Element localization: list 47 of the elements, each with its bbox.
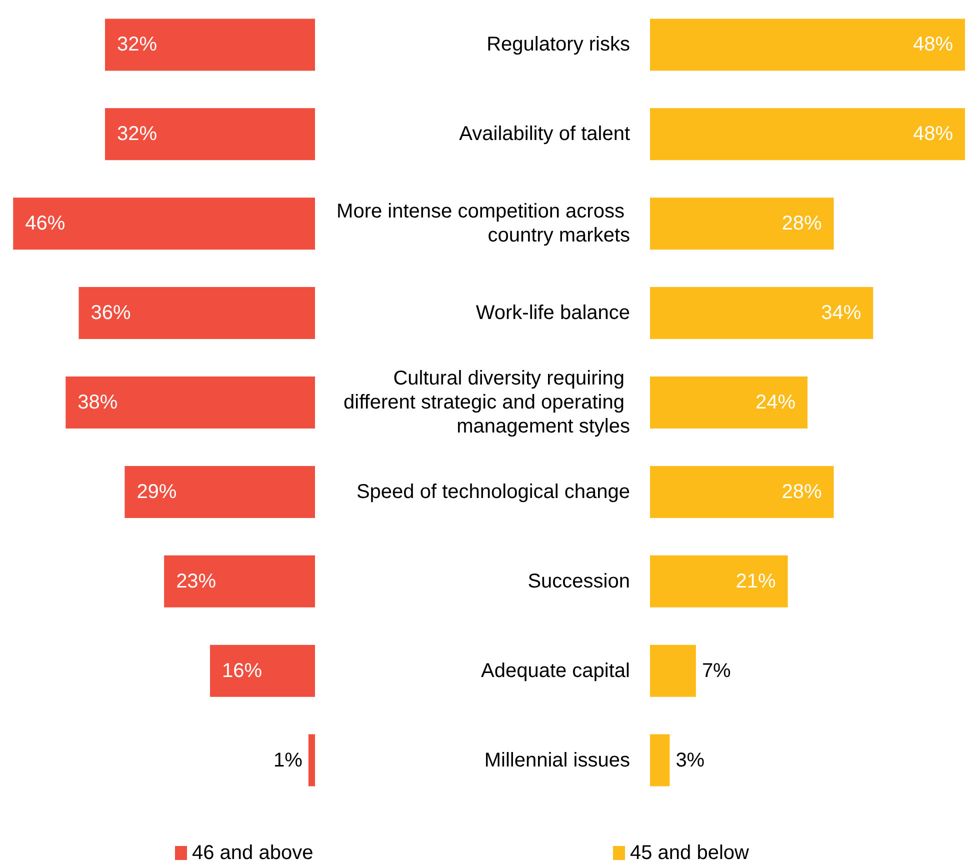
data-label: 29% xyxy=(136,480,177,503)
legend-label: 46 and above xyxy=(192,842,314,864)
bar xyxy=(210,644,315,697)
data-label: 48% xyxy=(912,123,954,146)
y-tick-label: Succession xyxy=(528,570,630,592)
bar xyxy=(650,287,874,340)
y-tick-label: Adequate capital xyxy=(480,660,630,682)
bar xyxy=(105,18,315,71)
data-label: 24% xyxy=(755,392,796,414)
bar xyxy=(650,555,788,608)
data-label: 32% xyxy=(117,123,158,146)
data-label: 34% xyxy=(821,302,862,324)
data-label: 36% xyxy=(90,302,131,324)
bar xyxy=(650,198,834,250)
legend-label: 45 and below xyxy=(630,842,750,864)
y-tick-label: Regulatory risks xyxy=(486,34,630,56)
bar xyxy=(66,376,315,428)
bar xyxy=(124,466,315,518)
y-tick-label: Speed of technological change xyxy=(356,480,630,503)
bar xyxy=(78,287,315,340)
data-label: 48% xyxy=(912,34,954,56)
data-label: 32% xyxy=(117,34,158,56)
bar xyxy=(650,108,965,160)
y-tick-label: Availability of talent xyxy=(459,123,630,146)
y-tick-label: More intense competition across country markets xyxy=(336,200,630,247)
data-label: 3% xyxy=(676,749,705,772)
data-label: 28% xyxy=(782,480,822,503)
bar xyxy=(650,466,834,518)
y-tick-label: Work-life balance xyxy=(476,302,630,324)
bar xyxy=(650,644,696,697)
data-label: 1% xyxy=(274,749,303,772)
y-tick-label: Millennial issues xyxy=(484,749,630,772)
bar xyxy=(650,376,808,428)
bar xyxy=(650,734,670,786)
data-label: 38% xyxy=(78,392,118,414)
data-label: 21% xyxy=(736,570,776,592)
bar xyxy=(13,198,315,250)
data-label: 7% xyxy=(702,660,732,682)
data-label: 23% xyxy=(176,570,216,592)
bar xyxy=(650,18,965,71)
data-label: 28% xyxy=(782,212,822,235)
data-label: 46% xyxy=(25,212,66,235)
bar xyxy=(308,734,315,786)
data-label: 16% xyxy=(222,660,262,682)
bar xyxy=(105,108,315,160)
bar xyxy=(164,555,315,608)
y-tick-label: Cultural diversity requiring different strategic and operating management styles xyxy=(344,368,630,438)
